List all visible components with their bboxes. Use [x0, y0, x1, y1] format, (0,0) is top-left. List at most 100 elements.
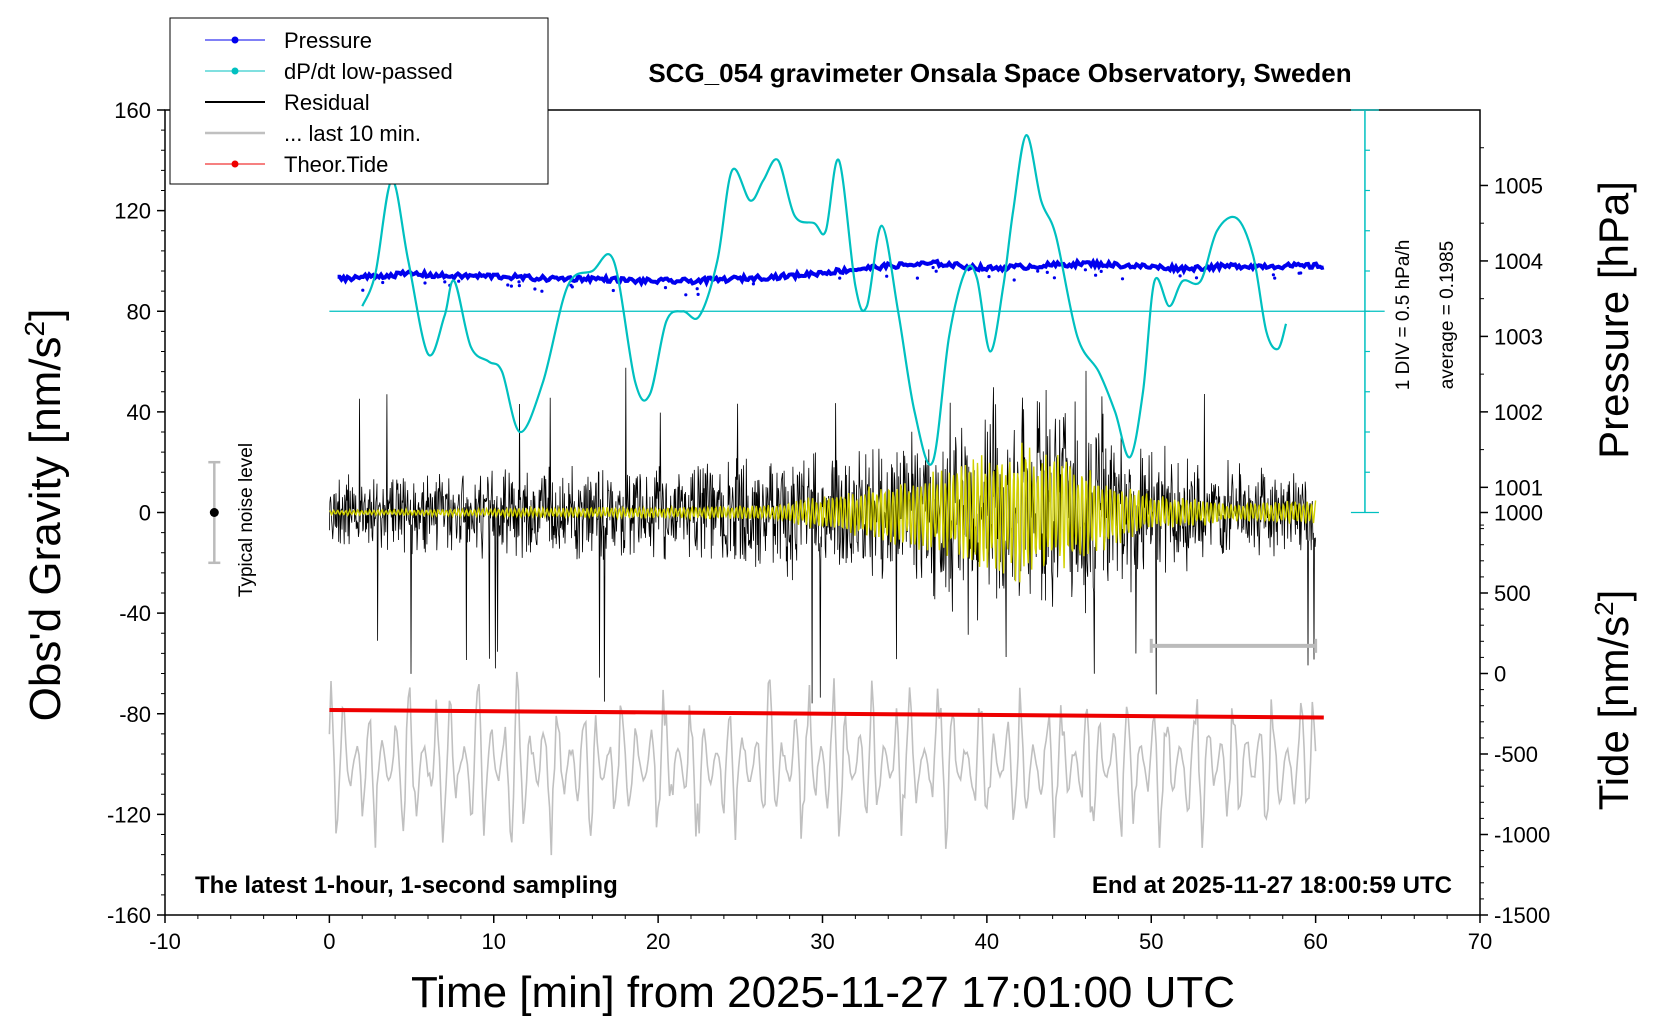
tide-tick-label: 500 — [1494, 581, 1531, 606]
pressure-point — [506, 283, 510, 287]
x-tick-label: 0 — [323, 929, 335, 954]
pressure-point — [1120, 277, 1125, 281]
y-axis-left-title-end: ] — [21, 309, 70, 321]
tide-tick-label: 1000 — [1494, 501, 1543, 526]
pressure-tick-label: 1004 — [1494, 249, 1543, 274]
pressure-point — [533, 287, 537, 291]
pressure-axis-ticks: 1001 1002 1003 1004 1005 — [1480, 147, 1543, 526]
y-tick-label: 80 — [127, 299, 151, 324]
pressure-point — [1299, 271, 1303, 275]
pressure-point — [569, 283, 573, 287]
legend-label-residual: Residual — [284, 90, 370, 115]
tide-axis-ticks: -1500 -1000 -500 0 500 1000 — [1480, 501, 1550, 928]
pressure-point — [1178, 274, 1182, 278]
pressure-point — [931, 265, 935, 270]
pressure-point — [443, 280, 447, 284]
legend-marker-pressure — [231, 36, 239, 44]
tide-axis-title-main: Tide [nm/s — [1590, 616, 1637, 811]
dpdt-line — [361, 134, 1288, 466]
y-tick-label: -40 — [119, 601, 151, 626]
pressure-point — [696, 292, 700, 296]
chart-title: SCG_054 gravimeter Onsala Space Observat… — [648, 58, 1351, 88]
y-tick-label: 0 — [139, 501, 151, 526]
legend-label-pressure: Pressure — [284, 28, 372, 53]
pressure-tick-label: 1005 — [1494, 173, 1543, 198]
pressure-point — [1094, 273, 1098, 277]
y-axis-left-title-main: Obs'd Gravity [nm/s — [21, 336, 70, 721]
scale-bar-label: 1 DIV = 0.5 hPa/h — [1393, 240, 1414, 391]
pressure-point — [1099, 269, 1103, 273]
pressure-point — [885, 274, 889, 278]
pressure-point — [611, 288, 615, 293]
noise-level-label: Typical noise level — [236, 443, 257, 597]
tide-axis-title-sup: 2 — [1589, 601, 1619, 615]
y-tick-label: 120 — [114, 199, 151, 224]
bottom-left-note: The latest 1-hour, 1-second sampling — [195, 872, 618, 899]
pressure-axis-title: Pressure [hPa] — [1590, 181, 1637, 459]
x-tick-label: 70 — [1468, 929, 1492, 954]
y-axis-left-title-sup: 2 — [19, 321, 50, 337]
y-tick-label: -80 — [119, 702, 151, 727]
x-tick-label: 10 — [482, 929, 506, 954]
pressure-tick-label: 1003 — [1494, 324, 1543, 349]
legend: Pressure dP/dt low-passed Residual ... l… — [169, 17, 549, 185]
low-passed-residual-series — [329, 442, 1317, 583]
x-axis-title: Time [min] from 2025-11-27 17:01:00 UTC — [411, 968, 1235, 1017]
tide-tick-label: 0 — [1494, 662, 1506, 687]
pressure-line — [337, 257, 1325, 288]
pressure-point — [1273, 276, 1277, 280]
pressure-tick-label: 1001 — [1494, 475, 1543, 500]
pressure-point — [423, 281, 427, 285]
pressure-point — [509, 284, 513, 288]
pressure-point — [517, 284, 522, 288]
pressure-point — [1194, 276, 1199, 280]
bottom-right-note: End at 2025-11-27 18:00:59 UTC — [1092, 872, 1452, 899]
pressure-point — [1012, 278, 1016, 282]
tide-axis-title-end: ] — [1590, 590, 1637, 602]
y-axis-ticks: -160 -120 -80 -40 0 40 80 120 160 — [107, 98, 165, 928]
x-tick-label: 50 — [1139, 929, 1163, 954]
pressure-point — [381, 280, 385, 285]
pressure-point — [1036, 269, 1040, 273]
tide-tick-label: -1500 — [1494, 903, 1550, 928]
pressure-point — [457, 279, 461, 283]
pressure-tick-label: 1002 — [1494, 400, 1543, 425]
theor-tide-series — [329, 708, 1324, 720]
legend-marker-dpdt — [231, 67, 239, 75]
residual-series — [329, 367, 1316, 704]
x-tick-label: -10 — [149, 929, 181, 954]
y-tick-label: 160 — [114, 98, 151, 123]
pressure-series — [337, 257, 1325, 297]
pressure-point — [663, 286, 668, 290]
pressure-point — [838, 276, 842, 280]
pressure-point — [1083, 268, 1087, 272]
y-tick-label: 40 — [127, 400, 151, 425]
pressure-point — [540, 289, 544, 293]
legend-label-dpdt: dP/dt low-passed — [284, 59, 453, 84]
legend-label-tide: Theor.Tide — [284, 152, 388, 177]
legend-label-last10: ... last 10 min. — [284, 121, 421, 146]
y-tick-label: -160 — [107, 903, 151, 928]
y-tick-label: -120 — [107, 802, 151, 827]
tide-tick-label: -500 — [1494, 742, 1538, 767]
pressure-point — [751, 282, 756, 286]
tide-tick-label: -1000 — [1494, 823, 1550, 848]
average-label: average = 0.1985 — [1437, 241, 1458, 389]
pressure-point — [361, 288, 365, 292]
low-passed-residual-line — [329, 442, 1317, 583]
pressure-point — [934, 269, 938, 273]
pressure-point — [987, 275, 991, 279]
tide-axis-title: Tide [nm/s2] — [1589, 590, 1637, 811]
pressure-point — [1052, 276, 1056, 280]
x-tick-label: 40 — [975, 929, 999, 954]
x-tick-label: 60 — [1303, 929, 1327, 954]
noise-bar-dot — [209, 508, 219, 517]
residual-line — [329, 367, 1316, 704]
y-axis-left-title: Obs'd Gravity [nm/s2] — [19, 309, 70, 722]
x-tick-label: 30 — [810, 929, 834, 954]
pressure-point — [684, 293, 688, 297]
theor-tide-line — [329, 708, 1324, 720]
pressure-point — [695, 287, 699, 291]
last-10-min-line — [328, 671, 1317, 856]
